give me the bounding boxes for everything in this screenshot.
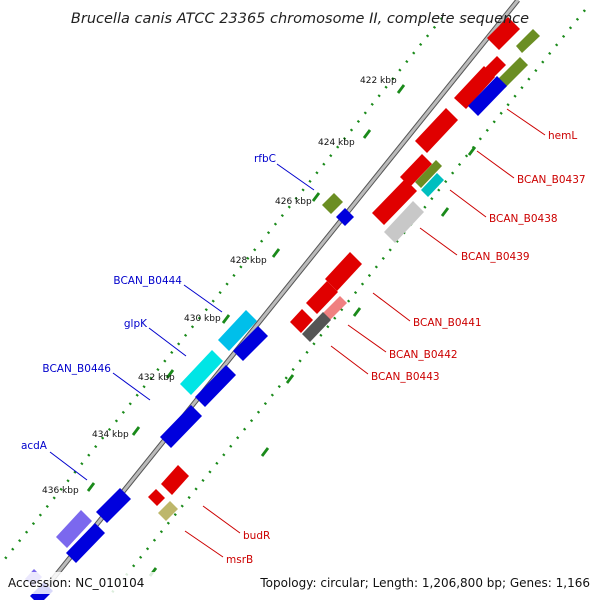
forward-genes [148,17,540,521]
gene-label: budR [243,530,270,542]
gene-label: BCAN_B0439 [461,251,530,263]
gene-blue-rev-4 [160,405,202,448]
gene-olive-1 [516,29,540,53]
gene-label: BCAN_B0441 [413,317,482,329]
gene-blue-rev-6 [66,523,105,563]
gene-red-3 [480,56,506,82]
tick-label: 422 kbp [360,76,397,86]
gene-label: msrB [226,554,253,566]
gene-label: hemL [548,130,577,142]
gene-cyan-1 [421,173,444,197]
gene-label: glpK [124,318,148,330]
gene-blue-fwd-1 [468,76,507,116]
tick-label: 426 kbp [275,197,312,207]
topology-text: Topology: circular; Length: 1,206,800 bp… [259,576,590,590]
gene-olive-2 [497,57,528,88]
gene-cyan-rev-2 [180,350,223,395]
gene-label: rfbC [254,153,276,165]
gene-blue-rev-5 [96,488,131,523]
major-ticks [86,84,477,577]
gene-khaki-1 [158,501,178,521]
gene-label: BCAN_B0443 [371,371,440,383]
gene-red-4 [415,108,458,153]
gene-red-7 [325,252,362,291]
map-title: Brucella canis ATCC 23365 chromosome II,… [71,11,529,27]
gene-red-8 [306,281,338,314]
gene-olive-rev-1 [322,193,343,214]
tick-track-outer [0,17,443,566]
gene-label: acdA [21,440,48,452]
tick-labels: 422 kbp 424 kbp 426 kbp 428 kbp 430 kbp … [42,76,397,496]
reverse-genes [25,193,354,600]
gene-olive-3 [415,160,442,188]
tick-label: 434 kbp [92,430,129,440]
leader-lines-reverse [49,163,315,481]
gene-purple-rev-1 [56,510,92,548]
gene-blue-rev-3 [195,365,236,407]
gene-red-11 [148,489,165,506]
tick-label: 424 kbp [318,138,355,148]
tick-track-inner [109,9,586,596]
footer-backdrop [0,572,600,594]
gene-cyan-rev-1 [218,310,257,351]
tick-label: 430 kbp [184,314,221,324]
gene-darkgrey-1 [302,312,331,342]
tick-label: 428 kbp [230,256,267,266]
gene-red-5 [400,154,432,187]
accession-text: Accession: NC_010104 [8,576,144,590]
gene-label: BCAN_B0437 [517,174,586,186]
gene-label: BCAN_B0446 [42,363,111,375]
gene-blue-rev-2 [233,326,268,361]
tick-label: 432 kbp [138,373,175,383]
gene-grey-1 [384,201,424,243]
gene-blue-rev-1 [336,208,354,226]
tick-label: 436 kbp [42,486,79,496]
gene-red-6 [372,179,417,225]
gene-label: BCAN_B0438 [489,213,558,225]
gene-red-1 [487,17,520,50]
gene-label: BCAN_B0442 [389,349,458,361]
gene-red-10 [161,465,189,495]
gene-label: BCAN_B0444 [113,275,182,287]
gene-labels-reverse: rfbC BCAN_B0444 glpK BCAN_B0446 acdA [21,153,276,452]
leader-lines-forward [184,108,546,558]
gene-red-9 [290,309,313,333]
gene-labels-forward: hemL BCAN_B0437 BCAN_B0438 BCAN_B0439 BC… [226,130,586,566]
